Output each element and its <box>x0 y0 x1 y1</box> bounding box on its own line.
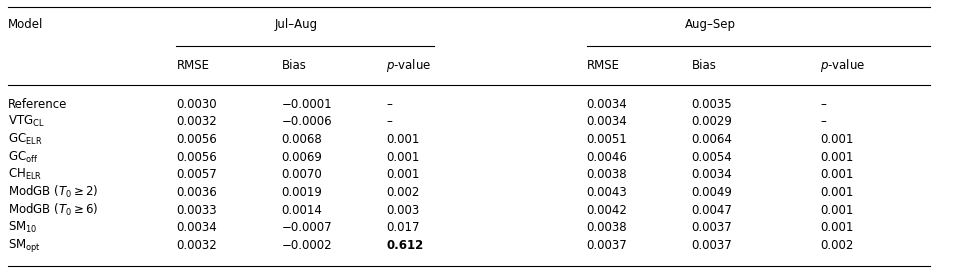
Text: 0.0029: 0.0029 <box>691 115 732 128</box>
Text: 0.0035: 0.0035 <box>691 98 732 111</box>
Text: –: – <box>386 115 392 128</box>
Text: ModGB $(T_0 \geq 6)$: ModGB $(T_0 \geq 6)$ <box>8 202 98 218</box>
Text: 0.0038: 0.0038 <box>586 221 627 234</box>
Text: 0.0056: 0.0056 <box>176 133 217 146</box>
Text: −0.0007: −0.0007 <box>281 221 332 234</box>
Text: GC$_{\mathrm{off}}$: GC$_{\mathrm{off}}$ <box>8 150 38 165</box>
Text: 0.0032: 0.0032 <box>176 115 217 128</box>
Text: −0.0006: −0.0006 <box>281 115 332 128</box>
Text: 0.0034: 0.0034 <box>176 221 217 234</box>
Text: 0.017: 0.017 <box>386 221 419 234</box>
Text: 0.001: 0.001 <box>386 133 419 146</box>
Text: 0.0064: 0.0064 <box>691 133 732 146</box>
Text: 0.0069: 0.0069 <box>281 151 322 164</box>
Text: 0.0057: 0.0057 <box>176 168 217 181</box>
Text: 0.0037: 0.0037 <box>691 239 732 252</box>
Text: 0.0034: 0.0034 <box>586 98 627 111</box>
Text: Reference: Reference <box>8 98 67 111</box>
Text: 0.0046: 0.0046 <box>586 151 627 164</box>
Text: 0.001: 0.001 <box>820 168 853 181</box>
Text: $p$-value: $p$-value <box>386 57 431 73</box>
Text: 0.001: 0.001 <box>820 221 853 234</box>
Text: SM$_{10}$: SM$_{10}$ <box>8 220 37 235</box>
Text: RMSE: RMSE <box>176 59 210 72</box>
Text: ModGB $(T_0 \geq 2)$: ModGB $(T_0 \geq 2)$ <box>8 184 98 201</box>
Text: −0.0002: −0.0002 <box>281 239 332 252</box>
Text: 0.0043: 0.0043 <box>586 186 627 199</box>
Text: –: – <box>820 98 825 111</box>
Text: 0.0068: 0.0068 <box>281 133 322 146</box>
Text: 0.0042: 0.0042 <box>586 204 627 217</box>
Text: 0.612: 0.612 <box>386 239 423 252</box>
Text: 0.001: 0.001 <box>386 168 419 181</box>
Text: –: – <box>386 98 392 111</box>
Text: 0.0034: 0.0034 <box>586 115 627 128</box>
Text: 0.0030: 0.0030 <box>176 98 217 111</box>
Text: CH$_{\mathrm{ELR}}$: CH$_{\mathrm{ELR}}$ <box>8 167 42 182</box>
Text: 0.0014: 0.0014 <box>281 204 322 217</box>
Text: 0.0019: 0.0019 <box>281 186 322 199</box>
Text: −0.0001: −0.0001 <box>281 98 332 111</box>
Text: 0.0054: 0.0054 <box>691 151 732 164</box>
Text: Bias: Bias <box>691 59 716 72</box>
Text: 0.0056: 0.0056 <box>176 151 217 164</box>
Text: 0.0047: 0.0047 <box>691 204 732 217</box>
Text: 0.0070: 0.0070 <box>281 168 322 181</box>
Text: 0.001: 0.001 <box>820 133 853 146</box>
Text: 0.002: 0.002 <box>820 239 853 252</box>
Text: 0.0049: 0.0049 <box>691 186 732 199</box>
Text: VTG$_{\mathrm{CL}}$: VTG$_{\mathrm{CL}}$ <box>8 114 44 130</box>
Text: Aug–Sep: Aug–Sep <box>684 18 736 31</box>
Text: 0.0034: 0.0034 <box>691 168 732 181</box>
Text: 0.0032: 0.0032 <box>176 239 217 252</box>
Text: 0.0036: 0.0036 <box>176 186 217 199</box>
Text: RMSE: RMSE <box>586 59 619 72</box>
Text: 0.001: 0.001 <box>386 151 419 164</box>
Text: 0.001: 0.001 <box>820 151 853 164</box>
Text: 0.0033: 0.0033 <box>176 204 217 217</box>
Text: $p$-value: $p$-value <box>820 57 864 73</box>
Text: Jul–Aug: Jul–Aug <box>274 18 317 31</box>
Text: 0.002: 0.002 <box>386 186 419 199</box>
Text: 0.001: 0.001 <box>820 186 853 199</box>
Text: 0.0037: 0.0037 <box>586 239 627 252</box>
Text: SM$_{\mathrm{opt}}$: SM$_{\mathrm{opt}}$ <box>8 237 41 254</box>
Text: Bias: Bias <box>281 59 306 72</box>
Text: 0.003: 0.003 <box>386 204 419 217</box>
Text: Model: Model <box>8 18 43 31</box>
Text: –: – <box>820 115 825 128</box>
Text: 0.001: 0.001 <box>820 204 853 217</box>
Text: 0.0037: 0.0037 <box>691 221 732 234</box>
Text: 0.0038: 0.0038 <box>586 168 627 181</box>
Text: GC$_{\mathrm{ELR}}$: GC$_{\mathrm{ELR}}$ <box>8 132 42 147</box>
Text: 0.0051: 0.0051 <box>586 133 627 146</box>
